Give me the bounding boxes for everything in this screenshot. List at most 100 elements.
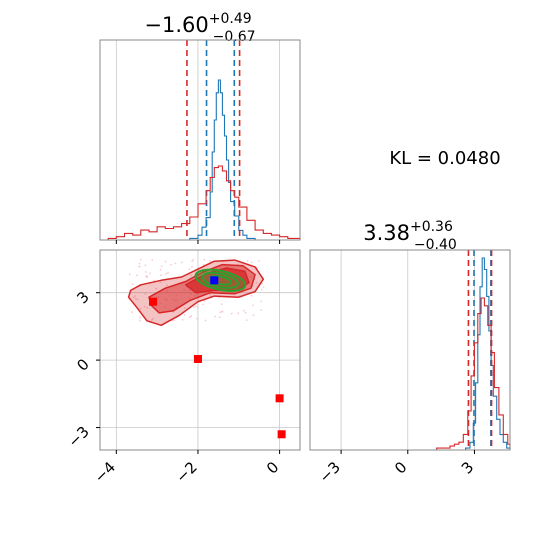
marker-square xyxy=(275,394,284,403)
scatter-point xyxy=(144,293,147,295)
scatter-point xyxy=(151,318,153,321)
scatter-point xyxy=(138,262,141,265)
marginal-panel-param-1: −1.60+0.49 −0.67 xyxy=(99,11,301,244)
scatter-point xyxy=(180,261,183,264)
scatter-point xyxy=(134,297,137,300)
scatter-point xyxy=(134,295,137,297)
x-tick-label: −3 xyxy=(316,458,344,486)
scatter-point xyxy=(139,307,142,310)
x-tick-label: 0 xyxy=(263,458,282,477)
scatter-point xyxy=(153,279,156,282)
scatter-point xyxy=(155,287,158,290)
scatter-point xyxy=(250,261,253,264)
y-tick-label: 0 xyxy=(73,355,92,374)
scatter-point xyxy=(164,260,167,263)
scatter-point xyxy=(159,268,162,271)
scatter-point xyxy=(214,315,217,318)
red-histogram xyxy=(100,165,301,241)
scatter-point xyxy=(191,266,193,268)
scatter-point xyxy=(132,296,135,299)
marker-square xyxy=(277,430,286,439)
scatter-point xyxy=(181,319,184,321)
green-contour xyxy=(194,268,247,292)
green-contour xyxy=(208,274,232,286)
scatter-point xyxy=(219,311,221,314)
scatter-point xyxy=(145,271,147,273)
scatter-point xyxy=(128,273,131,276)
scatter-point xyxy=(242,309,245,312)
x-tick-label: 3 xyxy=(458,458,477,477)
scatter-point xyxy=(220,303,223,306)
scatter-point xyxy=(218,316,221,318)
scatter-point xyxy=(262,286,265,288)
marginal-title-param-2: 3.38+0.36 −0.40 xyxy=(363,219,457,253)
marker-square xyxy=(149,297,158,306)
scatter-point xyxy=(190,274,193,277)
title-value: −1.60 xyxy=(144,13,208,37)
x-tick-label: −2 xyxy=(172,458,200,486)
scatter-point xyxy=(165,272,168,275)
scatter-point xyxy=(255,282,258,284)
scatter-point xyxy=(260,300,262,303)
x-tick-label: 0 xyxy=(391,458,410,477)
scatter-point xyxy=(250,294,253,297)
scatter-point xyxy=(237,312,240,315)
scatter-point xyxy=(146,276,148,279)
scatter-point xyxy=(221,310,224,313)
scatter-point xyxy=(244,311,247,314)
scatter-point xyxy=(230,312,233,315)
scatter-point xyxy=(143,305,146,308)
scatter-point xyxy=(190,315,193,318)
scatter-point xyxy=(252,314,255,317)
scatter-point xyxy=(202,303,205,306)
x-tick-label: −4 xyxy=(91,458,119,486)
y-tick-label: −3 xyxy=(64,423,92,451)
title-sup: +0.36 xyxy=(410,219,453,235)
scatter-point xyxy=(146,306,149,309)
title-sub: −0.40 xyxy=(414,237,457,253)
scatter-point xyxy=(245,319,248,321)
scatter-point xyxy=(160,265,163,268)
axes-frame xyxy=(99,249,301,451)
scatter-point xyxy=(139,319,141,322)
scatter-point xyxy=(260,288,263,291)
marginal-panel-param-2: 3.38+0.36 −0.40 −3 0 3 xyxy=(309,219,511,486)
blue-histogram xyxy=(461,257,511,451)
scatter-point xyxy=(140,258,142,261)
scatter-point xyxy=(167,271,169,274)
title-value: 3.38 xyxy=(363,221,410,245)
scatter-point xyxy=(160,274,162,277)
scatter-point xyxy=(136,274,138,277)
scatter-point xyxy=(260,309,263,311)
scatter-point xyxy=(258,260,260,262)
scatter-point xyxy=(203,300,206,302)
scatter-point xyxy=(170,263,172,266)
scatter-point xyxy=(193,306,195,308)
blue-histogram xyxy=(181,79,256,241)
scatter-point xyxy=(131,283,134,285)
scatter-point xyxy=(203,258,206,261)
scatter-point xyxy=(209,260,212,263)
marginal-title-param-1: −1.60+0.49 −0.67 xyxy=(144,11,255,45)
scatter-point xyxy=(131,311,133,314)
scatter-point xyxy=(136,298,139,301)
axes-frame xyxy=(99,39,301,241)
kl-annotation: KL = 0.0480 xyxy=(389,148,500,169)
scatter-point xyxy=(188,316,191,319)
scatter-point xyxy=(246,260,249,262)
y-tick-label: 3 xyxy=(73,288,92,307)
joint-panel-param-1-param-2: −4 −2 0 −3 0 3 xyxy=(64,249,301,486)
scatter-point xyxy=(252,304,254,307)
red-histogram xyxy=(430,297,511,451)
scatter-point xyxy=(202,264,205,266)
scatter-point xyxy=(204,319,207,322)
scatter-point xyxy=(192,258,195,261)
scatter-point xyxy=(183,307,186,309)
title-sub: −0.67 xyxy=(213,29,256,45)
marker-square xyxy=(210,276,219,285)
scatter-point xyxy=(188,268,191,271)
scatter-point xyxy=(173,319,176,322)
scatter-point xyxy=(183,314,186,316)
scatter-point xyxy=(174,262,177,265)
